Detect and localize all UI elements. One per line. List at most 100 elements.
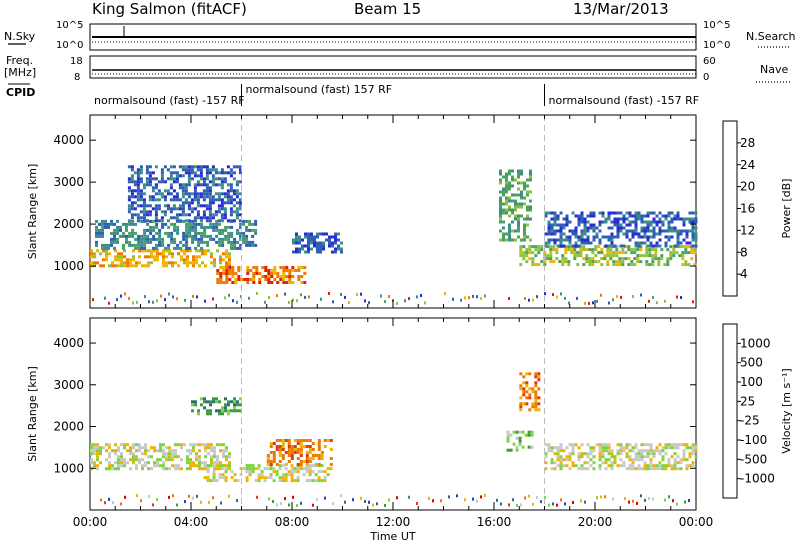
velocity-cell bbox=[168, 458, 171, 462]
power-cell bbox=[300, 281, 304, 284]
power-cell bbox=[685, 235, 689, 239]
power-cell bbox=[646, 235, 650, 239]
power-cell bbox=[208, 171, 212, 175]
velocity-cell bbox=[192, 443, 195, 447]
power-cell bbox=[664, 229, 668, 233]
power-cell bbox=[148, 198, 152, 202]
power-cell bbox=[185, 243, 189, 247]
velocity-cell bbox=[571, 449, 575, 453]
power-cell bbox=[224, 228, 228, 232]
power-cell bbox=[574, 232, 578, 236]
power-cell bbox=[198, 255, 201, 259]
velocity-cell bbox=[281, 448, 285, 451]
velocity-cell bbox=[93, 443, 96, 447]
power-cell bbox=[157, 192, 161, 196]
power-cell bbox=[235, 165, 239, 169]
power-cell bbox=[235, 201, 239, 205]
velocity-cell bbox=[177, 467, 180, 471]
velocity-cell bbox=[186, 455, 189, 459]
velocity-cell bbox=[589, 452, 593, 456]
power-cell bbox=[239, 243, 243, 247]
power-cell bbox=[95, 234, 98, 238]
velocity-cell bbox=[263, 476, 267, 480]
velocity-cell bbox=[565, 455, 569, 459]
power-cell bbox=[133, 195, 137, 199]
power-cell bbox=[195, 261, 198, 265]
power-cell bbox=[549, 254, 553, 258]
velocity-cell bbox=[198, 464, 201, 468]
velocity-cell bbox=[171, 449, 174, 453]
velocity-cell bbox=[236, 479, 240, 483]
power-cell bbox=[153, 249, 156, 253]
power-cell bbox=[169, 198, 173, 202]
power-cell bbox=[138, 249, 141, 253]
velocity-cell bbox=[496, 498, 498, 502]
velocity-cell bbox=[522, 390, 526, 394]
power-cell bbox=[694, 235, 698, 239]
power-cell bbox=[180, 258, 183, 262]
velocity-cell bbox=[506, 433, 510, 437]
power-cell bbox=[139, 177, 143, 181]
power-cell bbox=[110, 222, 113, 226]
power-cell bbox=[588, 257, 592, 261]
power-cell bbox=[148, 177, 152, 181]
power-cell bbox=[337, 247, 340, 251]
power-cell bbox=[207, 249, 210, 253]
velocity-cell bbox=[96, 464, 99, 468]
power-cell bbox=[218, 222, 222, 226]
velocity-cell bbox=[215, 397, 218, 401]
velocity-cell bbox=[219, 449, 222, 453]
power-cell bbox=[667, 223, 671, 227]
power-cell bbox=[136, 204, 140, 208]
power-cell bbox=[172, 204, 176, 208]
velocity-cell bbox=[198, 449, 201, 453]
power-cell bbox=[230, 231, 234, 235]
power-cell bbox=[612, 254, 616, 258]
velocity-cell bbox=[577, 446, 581, 450]
velocity-cell bbox=[290, 445, 294, 448]
power-cell bbox=[181, 186, 185, 190]
power-cell bbox=[128, 243, 132, 247]
velocity-cell bbox=[105, 467, 108, 471]
power-cell bbox=[531, 263, 535, 267]
velocity-cell bbox=[317, 463, 321, 466]
power-cell bbox=[601, 211, 605, 215]
velocity-cell bbox=[308, 460, 312, 463]
power-cell bbox=[610, 241, 614, 245]
velocity-cell bbox=[631, 464, 635, 468]
power-cell bbox=[211, 183, 215, 187]
power-cell bbox=[643, 226, 647, 230]
velocity-cell bbox=[299, 442, 303, 445]
power-cell bbox=[230, 234, 234, 238]
power-cell bbox=[502, 187, 505, 191]
power-cell bbox=[304, 244, 307, 248]
velocity-cell bbox=[691, 461, 695, 465]
power-cell bbox=[320, 297, 322, 301]
power-cell bbox=[219, 272, 223, 275]
y-tick-label: 2000 bbox=[53, 420, 84, 434]
power-cell bbox=[104, 243, 107, 247]
power-cell bbox=[193, 171, 197, 175]
velocity-cell bbox=[227, 400, 230, 404]
power-cell bbox=[191, 234, 195, 238]
velocity-cell bbox=[284, 467, 288, 471]
power-cell bbox=[561, 257, 565, 261]
velocity-cell bbox=[112, 501, 114, 504]
power-cell bbox=[684, 260, 688, 264]
velocity-cell bbox=[586, 455, 590, 459]
velocity-cell bbox=[194, 403, 197, 407]
power-cell bbox=[634, 232, 638, 236]
power-cell bbox=[657, 260, 661, 264]
power-cell bbox=[154, 207, 158, 211]
power-cell bbox=[236, 246, 240, 250]
power-cell bbox=[517, 235, 520, 239]
power-cell bbox=[607, 235, 611, 239]
velocity-cell bbox=[124, 495, 126, 499]
cpid-segment-label: normalsound (fast) -157 RF bbox=[549, 94, 700, 107]
velocity-cell bbox=[239, 473, 243, 477]
velocity-cell bbox=[114, 461, 117, 465]
y-tick-label: 2000 bbox=[53, 217, 84, 231]
velocity-cell bbox=[308, 457, 312, 460]
velocity-cell bbox=[272, 467, 276, 471]
power-cell bbox=[585, 254, 589, 258]
